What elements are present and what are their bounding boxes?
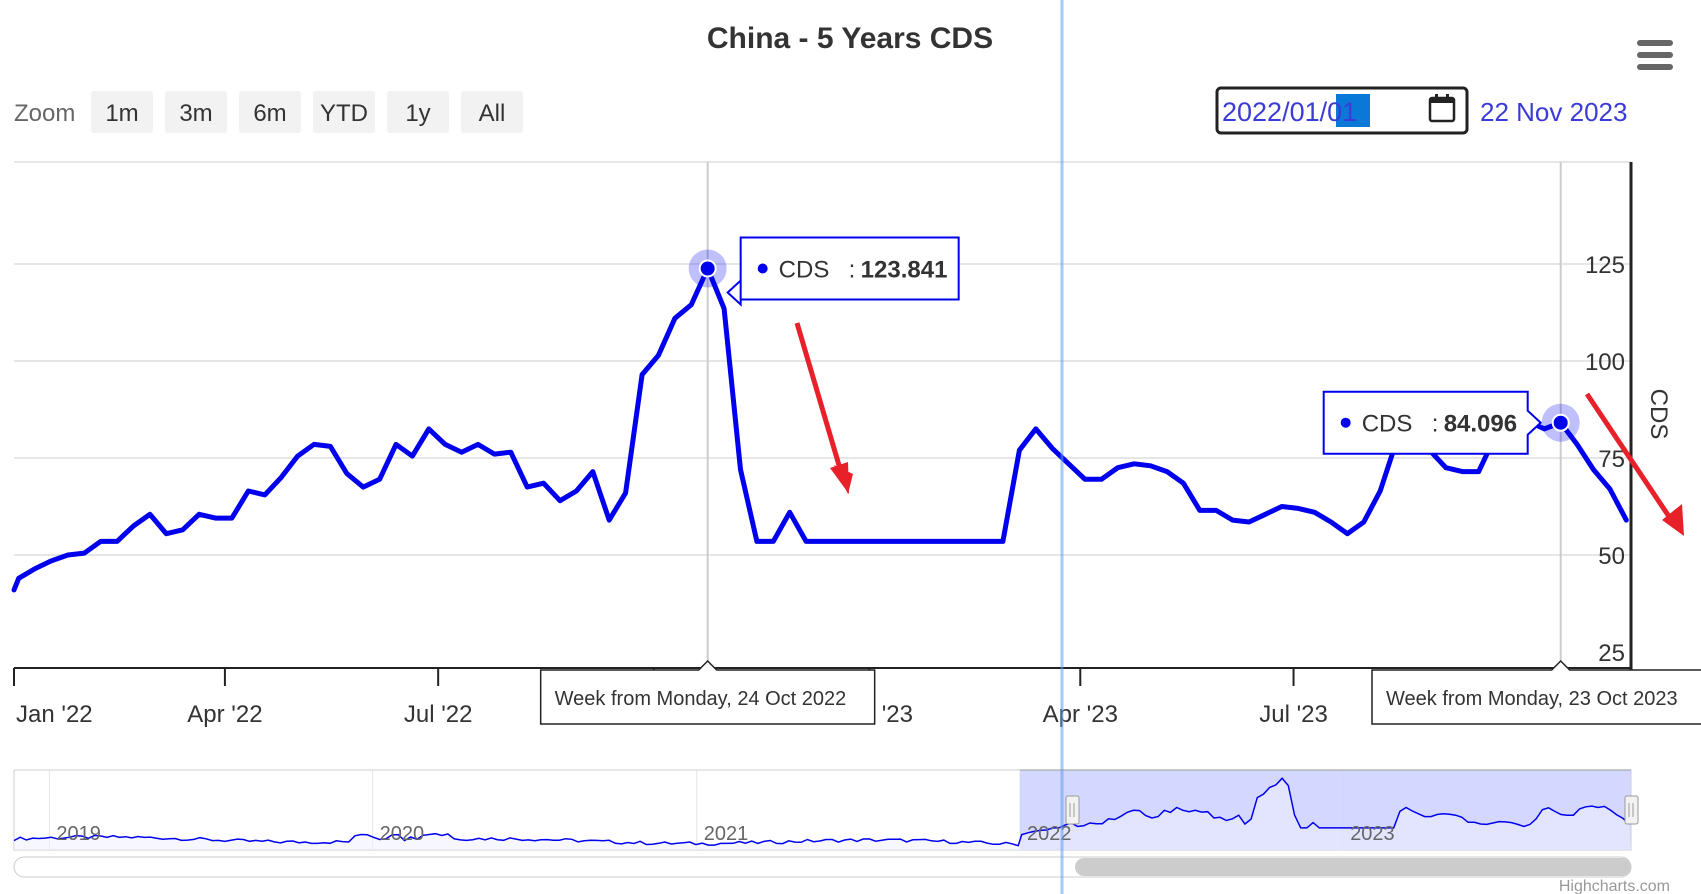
hover-point-marker[interactable] — [698, 259, 717, 278]
y-tick-label: 25 — [1598, 640, 1625, 667]
range-from-input[interactable]: 2022/01/01 — [1215, 86, 1469, 135]
zoom-button-label: 6m — [253, 100, 286, 127]
navigator-series-line — [13, 777, 1630, 847]
x-tick-label: '23 — [882, 701, 913, 728]
tooltip-value: 123.841 — [861, 256, 948, 283]
value-tooltip: CDS:123.841 — [726, 236, 960, 307]
tooltip-week-header: Week from Monday, 23 Oct 2023 — [1386, 688, 1678, 710]
tooltip-bullet — [757, 263, 768, 274]
navigator-year-labels: 2019 2020 2021 2022 2023 — [56, 823, 1394, 845]
navigator-right-handle[interactable] — [1624, 795, 1639, 825]
navigator-year-label: 2023 — [1350, 823, 1395, 845]
tooltip-value: 84.096 — [1444, 411, 1517, 438]
chart-title: China - 5 Years CDS — [707, 22, 993, 55]
y-axis-ticks: 25 50 75 100 125 — [1585, 252, 1625, 667]
zoom-button-ytd[interactable]: YTD — [313, 91, 375, 133]
scrollbar-thumb[interactable] — [1075, 858, 1631, 876]
tooltip-series-name: CDS — [779, 256, 830, 283]
x-axis-header-tooltip: Week from Monday, 24 Oct 2022 — [539, 659, 876, 725]
zoom-button-label: 1m — [105, 100, 138, 127]
zoom-button-6m[interactable]: 6m — [239, 91, 301, 133]
navigator-year-label: 2021 — [704, 823, 749, 845]
tooltip-bullet — [1340, 417, 1351, 428]
hover-point-marker[interactable] — [1551, 413, 1570, 432]
gridlines — [14, 161, 1631, 556]
navigator[interactable]: 2019 2020 2021 2022 2023 — [13, 769, 1639, 851]
x-tick-label: Jan '22 — [16, 701, 93, 728]
red-arrow-annotation-2 — [1584, 392, 1684, 536]
navigator-year-label: 2022 — [1027, 823, 1072, 845]
x-axis-header-tooltip: Week from Monday, 23 Oct 2023 — [1371, 659, 1701, 725]
hover-markers — [688, 249, 1580, 442]
x-tick-label: Jul '23 — [1259, 701, 1328, 728]
y-tick-label: 50 — [1598, 543, 1625, 570]
zoom-button-label: All — [479, 100, 506, 127]
zoom-button-1y[interactable]: 1y — [387, 91, 449, 133]
navigator-left-handle[interactable] — [1065, 795, 1080, 825]
navigator-year-label: 2019 — [56, 823, 101, 845]
scrollbar[interactable] — [13, 856, 1632, 878]
calendar-icon[interactable] — [1428, 94, 1456, 123]
hamburger-menu-icon[interactable] — [1637, 40, 1673, 70]
zoom-button-1m[interactable]: 1m — [91, 91, 153, 133]
y-axis-title: CDS — [1645, 389, 1672, 440]
zoom-button-3m[interactable]: 3m — [165, 91, 227, 133]
text-selection-highlight — [1336, 94, 1370, 127]
range-from-value: 2022/01/01 — [1222, 97, 1357, 127]
zoom-buttons: 1m 3m 6m YTD 1y All — [91, 91, 523, 133]
tooltip-week-header: Week from Monday, 24 Oct 2022 — [555, 688, 847, 710]
navigator-area — [14, 778, 1631, 850]
y-tick-label: 100 — [1585, 349, 1625, 376]
value-tooltip: CDS:84.096 — [1322, 390, 1543, 455]
zoom-button-label: YTD — [320, 100, 368, 127]
x-tick-label: Jul '22 — [404, 701, 473, 728]
tooltip-series-name: CDS — [1362, 411, 1413, 438]
series-line-cds[interactable] — [11, 266, 1629, 593]
tooltip-colon: : — [849, 256, 856, 283]
credits[interactable]: Highcharts.com — [1559, 878, 1670, 894]
y-tick-label: 125 — [1585, 252, 1625, 279]
y-tick-label: 75 — [1598, 446, 1625, 473]
tooltip-colon: : — [1432, 411, 1439, 438]
zoom-button-label: 3m — [179, 100, 212, 127]
range-to-value[interactable]: 22 Nov 2023 — [1480, 97, 1627, 127]
zoom-button-all[interactable]: All — [461, 91, 523, 133]
zoom-label: Zoom — [14, 100, 75, 127]
zoom-button-label: 1y — [405, 100, 430, 127]
red-arrow-annotation-1 — [794, 322, 853, 494]
navigator-year-label: 2020 — [380, 823, 425, 845]
x-tick-label: Apr '22 — [187, 701, 262, 728]
x-tick-label: Apr '23 — [1043, 701, 1118, 728]
